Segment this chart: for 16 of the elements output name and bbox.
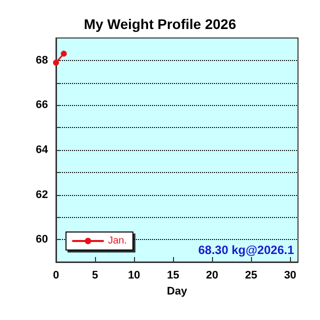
- x-tick-label: 0: [52, 270, 60, 282]
- annotation: 68.30 kg@2026.1: [198, 243, 294, 257]
- y-tick-label: 66: [36, 99, 48, 112]
- chart-title: My Weight Profile 2026: [84, 16, 236, 32]
- x-tick-label: 15: [166, 270, 180, 282]
- y-tick-label: 68: [36, 54, 48, 66]
- y-tick-label: 62: [36, 188, 48, 201]
- x-tick-label: 30: [284, 270, 296, 282]
- x-tick-label: 25: [245, 270, 258, 282]
- y-tick-label: 60: [36, 234, 48, 246]
- legend-label: Jan.: [108, 236, 127, 246]
- y-tick-label: 64: [36, 144, 49, 156]
- x-tick-label: 5: [92, 270, 98, 282]
- x-tick-label: 10: [128, 270, 140, 282]
- x-tick-label: 20: [206, 270, 218, 282]
- x-axis-title: Day: [166, 286, 188, 298]
